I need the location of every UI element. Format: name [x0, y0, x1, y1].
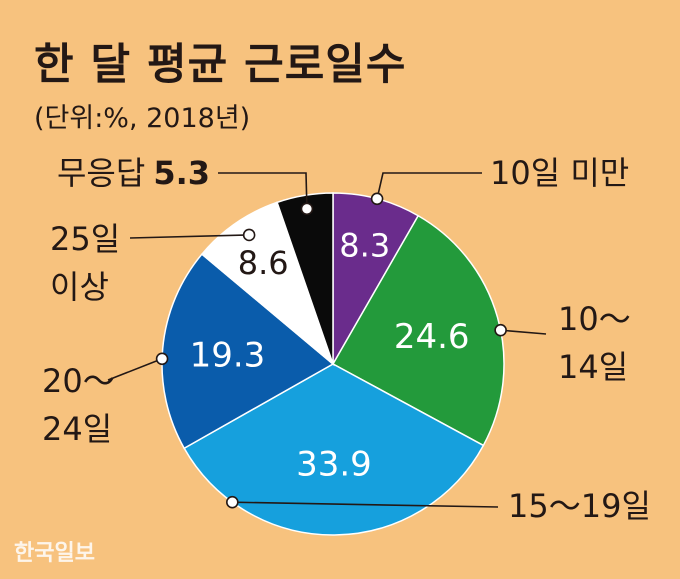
callout-label-25일-이상: 25일 이상 — [50, 220, 120, 306]
callout-label-20-24일: 20～ 24일 — [42, 362, 115, 448]
callout-leader-line — [232, 501, 499, 508]
pie-slice-20-24일 — [161, 253, 335, 450]
callout-anchor-dot — [226, 495, 239, 509]
callout-value: 5.3 — [153, 154, 210, 192]
pie-slice-무응답 — [276, 192, 334, 365]
callout-leader-line — [500, 329, 547, 335]
callout-label-10일-미만: 10일 미만 — [490, 154, 629, 192]
slice-value-label: 8.6 — [238, 244, 289, 282]
callout-leader-line — [129, 234, 250, 239]
pie-slice-10-14일 — [331, 214, 505, 447]
publisher-watermark: 한국일보 — [14, 541, 95, 566]
slice-value-label: 19.3 — [190, 336, 266, 376]
chart-subtitle: (단위:%, 2018년) — [34, 103, 251, 134]
slice-value-label: 24.6 — [394, 317, 470, 357]
slice-value-label: 8.3 — [339, 227, 390, 265]
callout-label-무응답: 무응답 5.3 — [57, 154, 210, 192]
callout-anchor-dot — [242, 228, 256, 242]
slice-value-label: 33.9 — [296, 444, 372, 484]
callout-leader-line — [107, 358, 163, 381]
callout-anchor-dot — [370, 192, 384, 206]
callout-leader-line — [218, 172, 308, 209]
callout-anchor-dot — [494, 323, 507, 337]
pie-slice-25일-이상 — [200, 201, 335, 367]
callout-leader-line — [376, 172, 482, 199]
callout-label-15-19일: 15～19일 — [508, 487, 651, 525]
callout-label-10-14일: 10～ 14일 — [558, 300, 631, 386]
chart-title: 한 달 평균 근로일수 — [34, 40, 407, 90]
callout-anchor-dot — [155, 352, 169, 366]
callout-anchor-dot — [300, 202, 314, 216]
